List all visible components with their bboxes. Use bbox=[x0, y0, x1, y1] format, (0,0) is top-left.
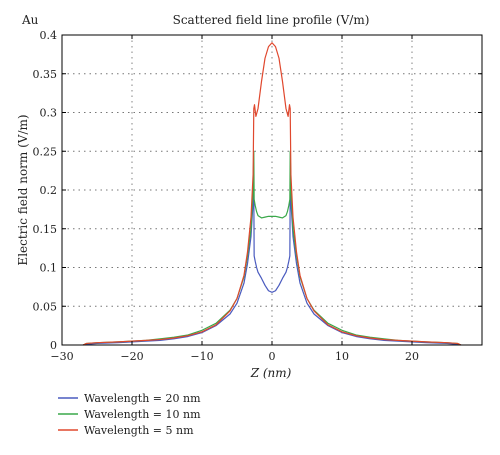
x-axis-label: Z (nm) bbox=[250, 366, 292, 380]
legend-label-1: Wavelength = 20 nm bbox=[84, 392, 201, 405]
x-tick-label: 20 bbox=[405, 350, 419, 363]
x-axis: −30 −20 −10 0 10 20 bbox=[50, 35, 419, 363]
y-axis: 0 0.05 0.1 0.15 0.2 0.25 0.3 0.35 0.4 bbox=[33, 29, 482, 352]
x-tick-label: 10 bbox=[335, 350, 349, 363]
y-axis-label: Electric field norm (V/m) bbox=[16, 114, 30, 265]
x-tick-label: −30 bbox=[50, 350, 73, 363]
series-line-1 bbox=[82, 189, 462, 346]
series-line-3 bbox=[82, 42, 462, 346]
series-layer bbox=[82, 42, 462, 346]
corner-label: Au bbox=[21, 13, 39, 27]
grid bbox=[62, 34, 482, 345]
y-tick-label: 0.1 bbox=[40, 262, 58, 275]
y-tick-label: 0.3 bbox=[40, 107, 58, 120]
x-tick-label: −20 bbox=[120, 350, 143, 363]
series-line-2 bbox=[82, 150, 462, 346]
y-tick-label: 0.2 bbox=[40, 184, 58, 197]
chart-title: Scattered field line profile (V/m) bbox=[173, 13, 370, 27]
legend-label-3: Wavelength = 5 nm bbox=[84, 424, 194, 437]
legend-label-2: Wavelength = 10 nm bbox=[84, 408, 201, 421]
y-tick-label: 0.35 bbox=[33, 68, 58, 81]
legend: Wavelength = 20 nm Wavelength = 10 nm Wave… bbox=[58, 392, 201, 437]
y-tick-label: 0.25 bbox=[33, 145, 58, 158]
y-tick-label: 0.05 bbox=[33, 300, 58, 313]
y-tick-label: 0 bbox=[50, 339, 57, 352]
y-tick-label: 0.15 bbox=[33, 223, 58, 236]
y-tick-label: 0.4 bbox=[40, 29, 58, 42]
x-tick-label: 0 bbox=[269, 350, 276, 363]
x-tick-label: −10 bbox=[190, 350, 213, 363]
